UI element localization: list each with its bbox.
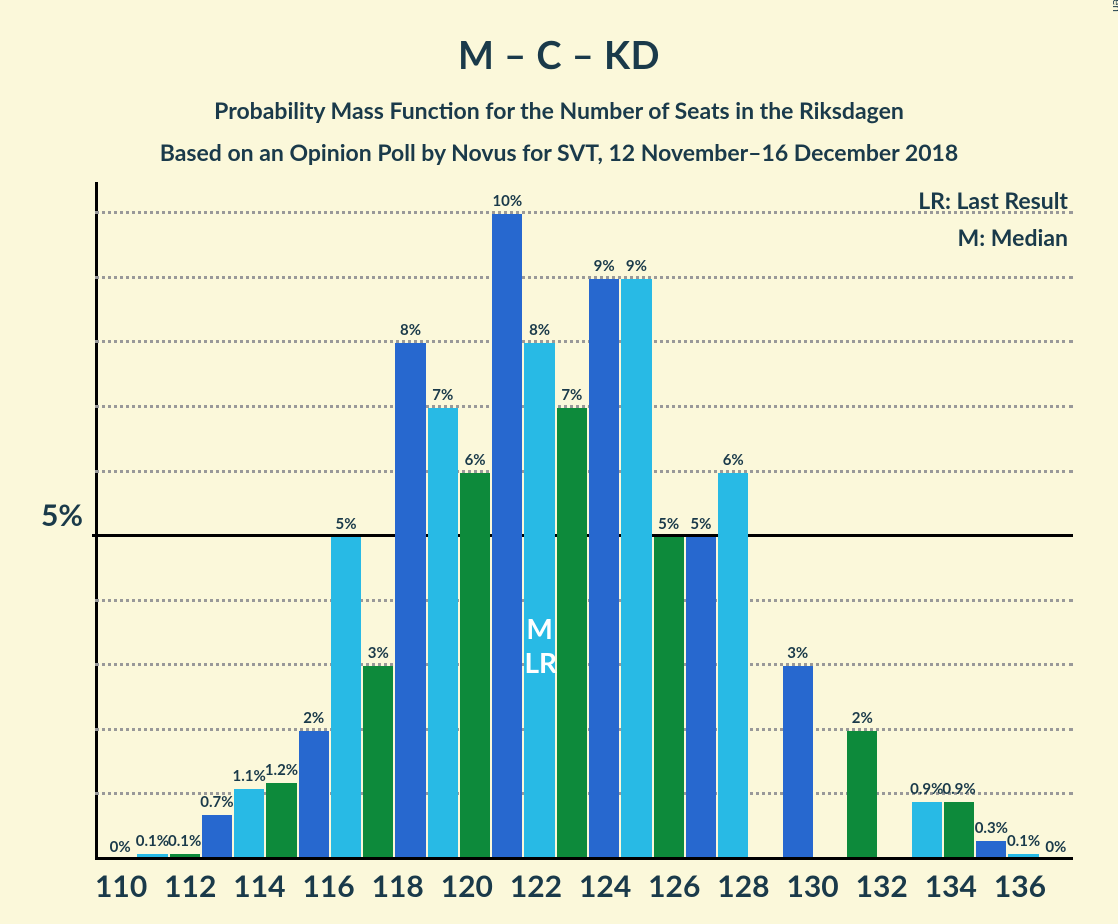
x-tick-label: 118 <box>363 868 433 904</box>
median-lr-marker: MLR <box>524 611 554 679</box>
bar <box>686 537 716 860</box>
x-tick-label: 134 <box>916 868 986 904</box>
bars-container: 0%0.1%0.1%0.7%1.1%1.2%2%5%3%8%7%6%10%8%M… <box>95 182 1073 860</box>
bar-value-label: 7% <box>413 386 473 404</box>
bar <box>912 802 942 860</box>
x-tick-label: 128 <box>708 868 778 904</box>
x-tick-label: 124 <box>570 868 640 904</box>
bar <box>331 537 361 860</box>
bar-value-label: 0.9% <box>929 780 989 798</box>
x-axis <box>95 857 1073 860</box>
bar <box>783 666 813 860</box>
bar-value-label: 0% <box>1026 838 1086 856</box>
bar <box>654 537 684 860</box>
bar-value-label: 8% <box>381 321 441 339</box>
chart-subtitle-2: Based on an Opinion Poll by Novus for SV… <box>0 138 1118 166</box>
bar <box>589 279 619 860</box>
x-tick-label: 112 <box>155 868 225 904</box>
bar <box>621 279 651 860</box>
bar <box>428 408 458 860</box>
x-tick-label: 132 <box>847 868 917 904</box>
bar <box>557 408 587 860</box>
bar-value-label: 5% <box>316 515 376 533</box>
x-tick-label: 136 <box>985 868 1055 904</box>
bar-value-label: 3% <box>768 644 828 662</box>
bar <box>234 789 264 860</box>
bar-value-label: 6% <box>703 451 763 469</box>
copyright-text: © 2020 Filip van Laenen <box>1110 0 1118 12</box>
bar <box>847 731 877 860</box>
bar-value-label: 2% <box>832 709 892 727</box>
bar <box>718 473 748 860</box>
bar-value-label: 9% <box>606 257 666 275</box>
chart-subtitle-1: Probability Mass Function for the Number… <box>0 96 1118 124</box>
bar-value-label: 8% <box>510 321 570 339</box>
bar <box>266 783 296 860</box>
y-tick-label: 5% <box>23 497 83 533</box>
chart-title: M – C – KD <box>0 0 1118 78</box>
x-tick-label: 122 <box>501 868 571 904</box>
bar <box>363 666 393 860</box>
x-tick-label: 114 <box>224 868 294 904</box>
bar <box>492 214 522 860</box>
x-tick-label: 126 <box>639 868 709 904</box>
bar-value-label: 10% <box>477 192 537 210</box>
bar <box>460 473 490 860</box>
x-tick-label: 120 <box>432 868 502 904</box>
x-tick-label: 110 <box>86 868 156 904</box>
bar <box>395 343 425 860</box>
bar <box>202 815 232 860</box>
x-tick-label: 130 <box>778 868 848 904</box>
x-tick-label: 116 <box>294 868 364 904</box>
bar <box>299 731 329 860</box>
chart-plot-area: 5% 0%0.1%0.1%0.7%1.1%1.2%2%5%3%8%7%6%10%… <box>95 182 1073 860</box>
